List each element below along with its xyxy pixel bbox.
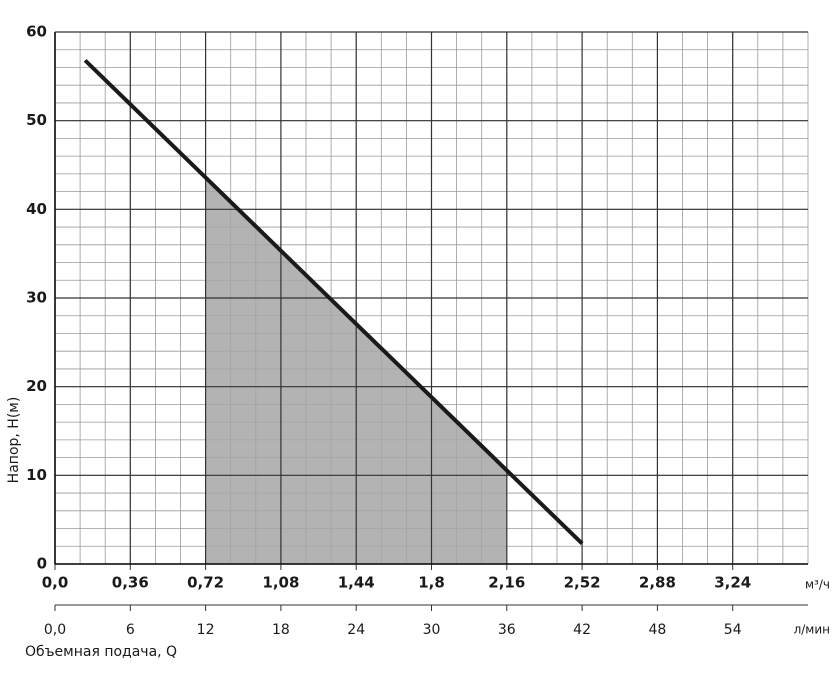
x-tick-label: 30 — [423, 622, 441, 638]
x-unit: л/мин — [794, 623, 830, 637]
x2-tick-label: 0,72 — [187, 574, 224, 592]
x-tick-label: 6 — [126, 622, 135, 638]
y-tick-label: 40 — [26, 200, 47, 218]
y-tick-label: 10 — [26, 466, 47, 484]
x2-tick-label: 1,44 — [338, 574, 375, 592]
x-axis-label: Объемная подача, Q — [25, 644, 177, 660]
y-tick-label: 60 — [26, 23, 47, 41]
x-tick-label: 12 — [197, 622, 215, 638]
line — [83, 58, 584, 546]
x-tick-label: 54 — [724, 622, 742, 638]
x2-tick-label: 1,08 — [262, 574, 299, 592]
x2-tick-label: 0,36 — [112, 574, 149, 592]
x-tick-label: 48 — [648, 622, 666, 638]
y-tick-label: 0 — [37, 555, 47, 573]
y-tick-label: 30 — [26, 289, 47, 307]
x2-tick-label: 0,0 — [42, 574, 69, 592]
x2-tick-label: 2,88 — [639, 574, 676, 592]
x2-tick-label: 2,16 — [488, 574, 525, 592]
y-tick-label: 50 — [26, 111, 47, 129]
y-tick-label: 20 — [26, 377, 47, 395]
x-tick-label: 0,0 — [44, 622, 66, 638]
x-tick-label: 24 — [347, 622, 365, 638]
y-axis-label: Напор, H(м) — [6, 397, 22, 484]
x-tick-label: 18 — [272, 622, 290, 638]
x2-tick-label: 3,24 — [714, 574, 751, 592]
x2-tick-label: 2,52 — [564, 574, 601, 592]
x-tick-label: 36 — [498, 622, 516, 638]
x-tick-label: 42 — [573, 622, 591, 638]
x2-unit: м³/ч — [805, 578, 830, 592]
x2-tick-label: 1,8 — [418, 574, 445, 592]
